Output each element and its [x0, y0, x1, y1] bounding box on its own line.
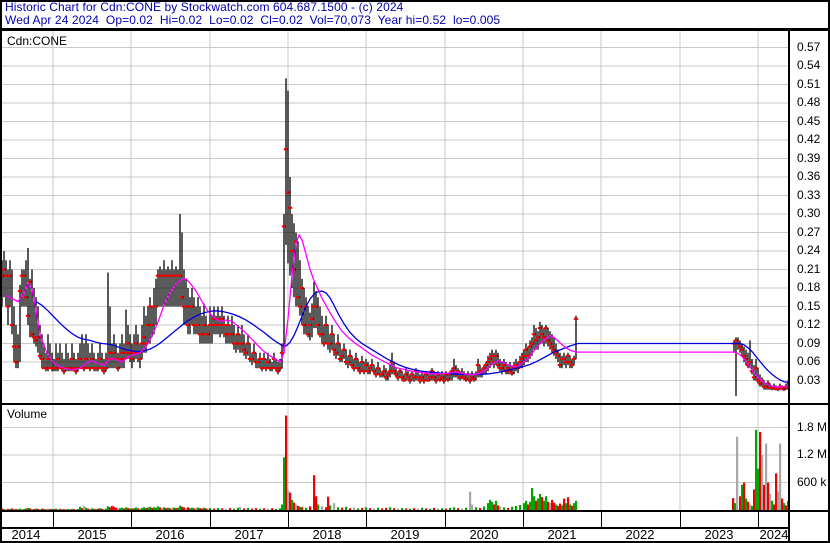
- year-tick-strip: [0, 512, 790, 527]
- chart-title: Historic Chart for Cdn:CONE by Stockwatc…: [5, 0, 404, 14]
- year-label: 2023: [704, 527, 734, 542]
- year-label: 2015: [77, 527, 107, 542]
- year-tick: [601, 512, 602, 527]
- axis-label: 0.15: [797, 298, 821, 313]
- year-tick: [523, 512, 524, 527]
- title-divider: [0, 28, 830, 31]
- axis-label: 1.8 M: [797, 419, 828, 434]
- border-left: [0, 0, 2, 543]
- axis-label: 0.48: [797, 95, 821, 109]
- year-tick: [288, 512, 289, 527]
- axis-label: 0.39: [797, 150, 821, 165]
- axis-label: 0.36: [797, 169, 821, 183]
- year-label: 2021: [547, 527, 577, 542]
- price-panel: Cdn:CONE: [0, 31, 788, 403]
- axis-label: 0.57: [797, 39, 821, 54]
- axis-label: 0.06: [797, 354, 821, 368]
- symbol-label: Cdn:CONE: [7, 34, 68, 48]
- axis-label: 0.30: [797, 206, 821, 220]
- border-top: [0, 0, 830, 2]
- axis-label: 0.54: [797, 58, 821, 72]
- axis-label: 0.18: [797, 280, 821, 294]
- axis-label: 0.45: [797, 113, 821, 128]
- volume-panel-label: Volume: [7, 407, 48, 421]
- axis-label: 0.21: [797, 261, 821, 276]
- axis-label: 1.2 M: [797, 447, 828, 461]
- axis-label: 600 k: [797, 474, 827, 489]
- year-tick: [758, 512, 759, 527]
- axis-label: 0.09: [797, 335, 821, 350]
- year-label: 2014: [11, 527, 41, 542]
- axis-label: 0.33: [797, 187, 821, 202]
- year-tick: [53, 512, 54, 527]
- axis-label: 0.12: [797, 317, 821, 331]
- axis-label: 0.42: [797, 132, 821, 146]
- year-label: 2022: [625, 527, 655, 542]
- title-bar: Historic Chart for Cdn:CONE by Stockwatc…: [5, 1, 825, 28]
- volume-bottom-divider: [0, 510, 830, 512]
- year-label: 2024: [759, 527, 789, 542]
- axis-label: 0.03: [797, 372, 821, 387]
- border-bottom: [0, 541, 830, 543]
- year-tick: [680, 512, 681, 527]
- axis-label: 0.24: [797, 243, 821, 257]
- year-tick: [366, 512, 367, 527]
- volume-chart-svg: [0, 405, 788, 510]
- border-plot-right: [788, 28, 790, 543]
- year-tick: [131, 512, 132, 527]
- x-axis-year-labels: 2014 2015 2016 2017 2018 2019 2020 2021 2022 2023…: [0, 528, 790, 541]
- price-chart-svg: [0, 31, 788, 403]
- year-tick: [445, 512, 446, 527]
- year-label: 2019: [390, 527, 420, 542]
- year-label: 2017: [234, 527, 264, 542]
- right-axis: 0.57 0.54 0.51 0.48 0.45 0.42 0.39 0.36 0.33 0.30…: [790, 0, 830, 543]
- border-right: [828, 0, 830, 543]
- price-volume-divider: [0, 403, 830, 405]
- year-label: 2018: [312, 527, 342, 542]
- axis-label: 0.27: [797, 224, 821, 239]
- year-label: 2020: [469, 527, 499, 542]
- year-label: 2016: [155, 527, 185, 542]
- year-tick: [210, 512, 211, 527]
- footer-rule: [0, 527, 790, 529]
- volume-panel: Volume: [0, 405, 788, 510]
- axis-label: 0.51: [797, 76, 821, 91]
- quote-summary-line: Wed Apr 24 2024 Op=0.02 Hi=0.02 Lo=0.02 …: [5, 13, 501, 27]
